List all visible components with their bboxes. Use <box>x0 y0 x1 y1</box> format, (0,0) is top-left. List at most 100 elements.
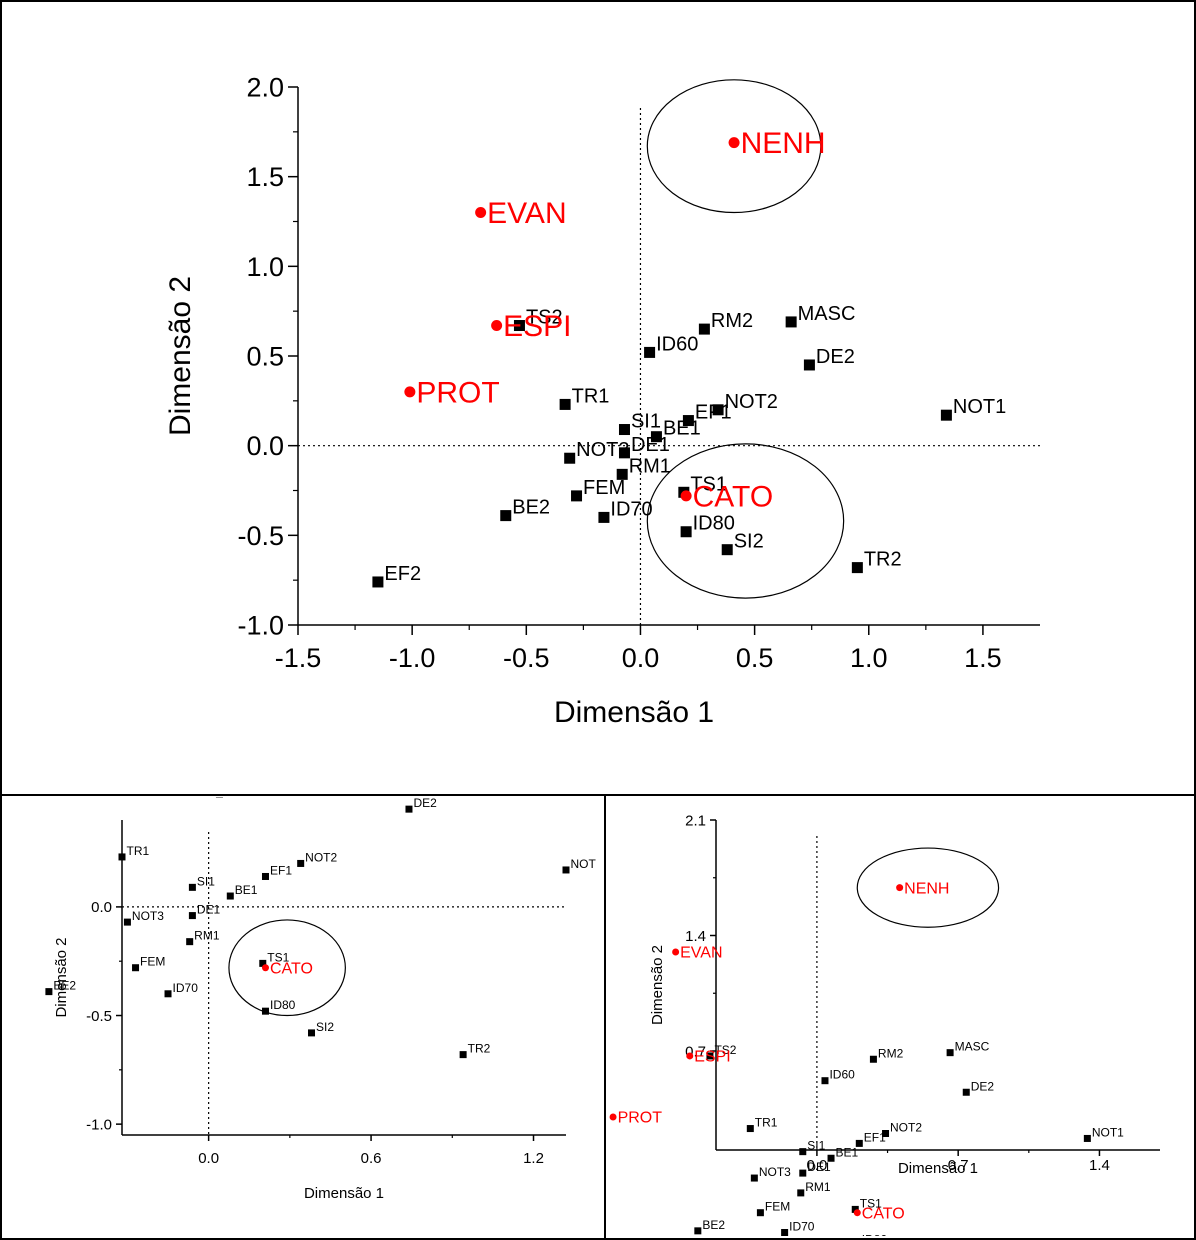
y-tick-label: 1.4 <box>685 928 706 945</box>
point-marker-tr1 <box>559 398 571 410</box>
point-marker-id60 <box>821 1077 829 1085</box>
x-axis-title: Dimensão 1 <box>304 1185 384 1202</box>
group-ellipse <box>646 443 845 599</box>
y-axis-title: Dimensão 2 <box>649 945 666 1025</box>
point-label-si2: SI2 <box>316 1020 334 1034</box>
point-marker-id70 <box>164 990 172 998</box>
point-marker-si1 <box>799 1148 807 1156</box>
point-marker-ts1 <box>259 959 267 967</box>
point-label-tr2: TR2 <box>864 549 902 571</box>
point-marker-be1 <box>650 431 662 443</box>
point-marker-de1 <box>188 912 196 920</box>
y-axis-title: Dimensão 2 <box>164 276 197 436</box>
point-label-not2: NOT2 <box>725 391 778 413</box>
point-label-id70: ID70 <box>610 498 652 520</box>
point-label-ef2: EF2 <box>384 563 421 585</box>
point-marker-evan <box>672 948 680 956</box>
group-ellipse <box>646 79 822 214</box>
point-label-de2: DE2 <box>816 346 855 368</box>
point-marker-rm1 <box>797 1189 805 1197</box>
point-marker-id60 <box>644 346 656 358</box>
point-label-id80: ID80 <box>693 513 735 535</box>
point-marker-ts2 <box>706 1052 714 1060</box>
point-label-be1: BE1 <box>836 1145 859 1159</box>
y-tick-label: -1.0 <box>86 1116 112 1133</box>
y-axis-title: Dimensão 2 <box>53 937 70 1017</box>
point-label-cato: CATO <box>862 1205 905 1222</box>
y-tick-label: 2.1 <box>685 812 706 829</box>
point-label-masc: MASC <box>955 1040 990 1054</box>
point-marker-masc <box>785 316 797 328</box>
point-marker-fem <box>756 1209 764 1217</box>
point-marker-rm1 <box>616 468 628 480</box>
point-label-id80: ID80 <box>862 1233 888 1240</box>
point-label-id70: ID70 <box>789 1220 815 1234</box>
x-tick-label: 0.5 <box>736 643 774 673</box>
x-tick-label: -1.0 <box>389 643 436 673</box>
point-marker-tr1 <box>118 853 126 861</box>
point-marker-not1 <box>1083 1134 1091 1142</box>
point-marker-si2 <box>721 544 733 556</box>
point-marker-si2 <box>308 1029 316 1037</box>
point-label-rm2: RM2 <box>878 1046 904 1060</box>
point-marker-rm1 <box>186 938 194 946</box>
point-marker-tr2 <box>459 1051 467 1059</box>
point-label-de2: DE2 <box>413 796 437 810</box>
point-label-not1: NOT1 <box>1092 1125 1124 1139</box>
point-label-nenh: NENH <box>904 880 949 897</box>
point-marker-de1 <box>618 447 630 459</box>
point-marker-de2 <box>405 805 413 813</box>
point-label-de1: DE1 <box>197 903 221 917</box>
point-marker-si1 <box>618 424 630 436</box>
point-marker-be1 <box>226 892 234 900</box>
x-axis-title: Dimensão 1 <box>898 1160 978 1177</box>
point-label-masc: MASC <box>798 303 856 325</box>
point-label-id60: ID60 <box>224 781 250 795</box>
point-label-de1: DE1 <box>807 1160 831 1174</box>
point-marker-be2 <box>45 988 53 996</box>
point-marker-si1 <box>188 883 196 891</box>
plot-body: -1.5 -1.0 -0.5 0.0 0.5 1.0 1.5-1.0-0.50.00.51.… <box>237 72 1040 673</box>
point-marker-nenh <box>896 884 904 892</box>
point-label-not2: NOT2 <box>890 1121 922 1135</box>
group-ellipse <box>228 919 346 1017</box>
point-label-evan: EVAN <box>680 945 722 962</box>
point-marker-ef1 <box>682 415 694 427</box>
point-marker-espi <box>686 1052 694 1060</box>
point-marker-id70 <box>598 511 610 523</box>
point-label-be2: BE2 <box>702 1218 725 1232</box>
point-marker-de1 <box>799 1169 807 1177</box>
point-label-be1: BE1 <box>235 883 258 897</box>
point-marker-be2 <box>500 510 512 522</box>
point-label-be2: BE2 <box>512 497 550 519</box>
x-tick-label: 0.6 <box>361 1150 382 1167</box>
plot-body: 0.0 0.6 1.2 -1.0 -0.5 0.0 ID60 DE2 TR1 NOT2 NOT EF1… <box>45 781 597 1167</box>
point-marker-not <box>562 866 570 874</box>
point-marker-ef1 <box>261 872 269 880</box>
point-marker-cato <box>261 964 269 972</box>
point-label-rm2: RM2 <box>711 310 753 332</box>
y-tick-label: -0.5 <box>86 1008 112 1025</box>
point-marker-de2 <box>962 1088 970 1096</box>
point-marker-ts1 <box>851 1205 859 1213</box>
chart-main: -1.5 -1.0 -0.5 0.0 0.5 1.0 1.5-1.0-0.50.00.51.… <box>164 72 1040 729</box>
point-label-ef1: EF1 <box>270 863 292 877</box>
point-marker-prot <box>609 1113 617 1121</box>
point-marker-fem <box>571 490 583 502</box>
point-label-tr1: TR1 <box>755 1116 778 1130</box>
chart-inset-left: 0.0 0.6 1.2 -1.0 -0.5 0.0 ID60 DE2 TR1 NOT2 NOT EF1… <box>45 781 597 1202</box>
point-label-si1: SI1 <box>197 874 215 888</box>
point-marker-id80 <box>680 526 692 538</box>
point-marker-tr1 <box>746 1125 754 1133</box>
point-label-prot: PROT <box>618 1110 663 1127</box>
point-label-fem: FEM <box>140 955 165 969</box>
point-marker-cato <box>680 490 692 502</box>
point-label-cato: CATO <box>693 480 774 513</box>
point-label-si2: SI2 <box>734 531 764 553</box>
point-marker-not3 <box>564 452 576 464</box>
point-label-de2: DE2 <box>971 1079 995 1093</box>
point-label-be1: BE1 <box>663 418 701 440</box>
point-label-tr2: TR2 <box>468 1042 491 1056</box>
y-tick-label: -1.0 <box>237 610 284 640</box>
point-marker-be2 <box>694 1227 702 1235</box>
